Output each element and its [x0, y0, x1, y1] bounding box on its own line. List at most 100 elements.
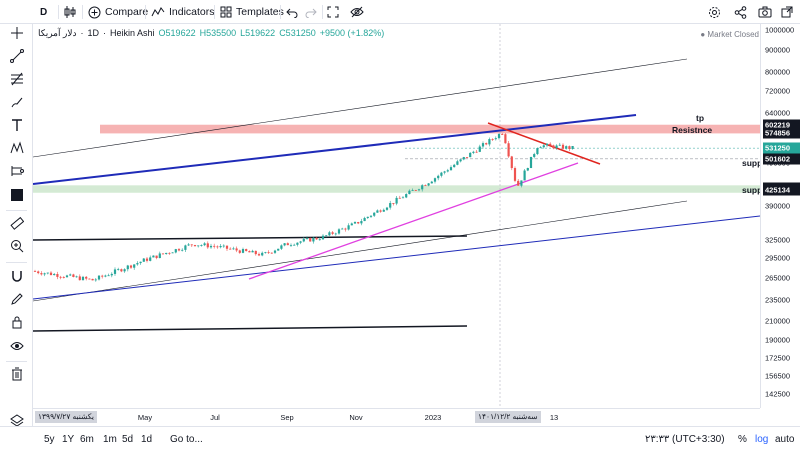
range-button-5y[interactable]: 5y	[44, 433, 55, 445]
remove-drawings-tool[interactable]	[8, 367, 25, 386]
price-level-label: 602219	[763, 119, 800, 131]
trend-line-tool[interactable]	[8, 49, 25, 67]
candle-body	[437, 175, 440, 179]
candle-body	[72, 274, 75, 277]
time-axis[interactable]: ۱۳۹۹/۷/۲۷ یکشنبه ۱۴۰۱/۱۲/۲ سه‌شنبه May Ju…	[33, 408, 760, 426]
pencil-lock-icon	[10, 292, 24, 311]
fib-icon	[10, 72, 24, 91]
prediction-tool[interactable]	[8, 165, 25, 182]
eye-icon	[9, 339, 24, 357]
price-tick: 800000	[765, 67, 791, 77]
share-icon	[734, 5, 747, 19]
goto-button[interactable]: Go to...	[170, 433, 203, 445]
price-tick: 190000	[765, 335, 791, 345]
candle-body	[475, 151, 478, 153]
candle-body	[277, 248, 280, 251]
brush-tool[interactable]	[8, 96, 25, 113]
candle-body	[273, 250, 277, 253]
candle-body	[395, 197, 398, 204]
candle-body	[369, 215, 373, 217]
color-tool[interactable]	[8, 188, 25, 205]
candle-body	[117, 269, 120, 270]
candle-body	[88, 278, 91, 280]
templates-label: Templates	[236, 6, 284, 18]
stay-drawing-tool[interactable]	[8, 293, 25, 310]
candle-body	[145, 258, 149, 261]
candle-body	[270, 252, 273, 254]
bottom-toolbar: 5y 1Y 6m 1m 5d 1d Go to... ۲۳:۳۳ (UTC+3:30)% log…	[0, 426, 800, 450]
time-tick: May	[137, 413, 153, 422]
candle-body	[491, 139, 494, 140]
ruler-tool[interactable]	[8, 216, 25, 235]
time-tick: Jul	[210, 413, 220, 422]
legend-high: H535500	[199, 28, 237, 38]
candle-body	[363, 217, 366, 222]
price-tick: 640000	[765, 108, 791, 118]
symbol-button[interactable]: D	[40, 0, 47, 24]
share-button[interactable]	[734, 0, 747, 24]
price-chart[interactable]	[33, 24, 760, 408]
candle-body	[302, 238, 305, 242]
text-tool[interactable]	[8, 119, 25, 136]
zoom-tool[interactable]	[8, 240, 25, 257]
range-button-6m[interactable]: 6m	[80, 433, 94, 445]
candle-body	[94, 279, 97, 281]
undo-button[interactable]	[286, 0, 298, 24]
popout-button[interactable]	[781, 0, 793, 24]
range-button-1d[interactable]: 1d	[141, 433, 153, 445]
fib-tool[interactable]	[8, 72, 25, 91]
range-button-5d[interactable]: 5d	[122, 433, 134, 445]
settings-button[interactable]	[708, 0, 721, 24]
trash-icon	[11, 367, 23, 386]
add-symbol-button[interactable]	[64, 0, 76, 24]
range-button-1y[interactable]: 1Y	[62, 433, 75, 445]
hide-tool[interactable]	[8, 339, 25, 356]
candle-body	[113, 269, 117, 274]
text-icon	[10, 118, 24, 137]
fullscreen-button[interactable]	[327, 0, 339, 24]
candle-body	[478, 146, 481, 152]
candle-body	[536, 148, 539, 155]
camera-icon	[758, 6, 772, 18]
camera-button[interactable]	[758, 0, 772, 24]
candle-body	[241, 249, 245, 253]
candle-body	[245, 249, 248, 252]
log-scale-button[interactable]: log	[755, 433, 769, 445]
candle-body	[504, 134, 507, 144]
chart-legend: دلار آمریکا · 1D · Heikin Ashi O519622 H…	[38, 28, 385, 38]
candle-body	[331, 232, 334, 234]
candle-body	[382, 209, 385, 212]
candle-body	[334, 233, 337, 235]
magnet-tool[interactable]	[8, 270, 25, 287]
horizontal-resistance-line	[33, 235, 468, 241]
percent-scale-button[interactable]: %	[738, 433, 747, 445]
auto-scale-button[interactable]: auto	[775, 433, 795, 445]
redo-button[interactable]	[305, 0, 317, 24]
indicators-button[interactable]: Indicators	[151, 0, 215, 24]
price-level-label: 574856	[763, 127, 800, 139]
candle-body	[168, 252, 171, 254]
candle-icon	[64, 5, 76, 19]
candle-body	[558, 144, 561, 146]
compare-button[interactable]: Compare	[88, 0, 148, 24]
hide-drawings-button[interactable]	[350, 0, 364, 24]
timezone-button[interactable]: ۲۳:۳۳ (UTC+3:30)	[645, 433, 725, 445]
candle-body	[177, 249, 181, 251]
legend-close: C531250	[279, 28, 316, 38]
cursor-tool[interactable]	[8, 27, 25, 44]
candle-body	[443, 171, 446, 173]
candle-body	[91, 278, 94, 281]
templates-button[interactable]: Templates	[220, 0, 284, 24]
range-button-1m[interactable]: 1m	[103, 433, 117, 445]
candle-body	[110, 273, 113, 276]
lock-drawings-tool[interactable]	[8, 316, 25, 333]
pattern-tool[interactable]	[8, 141, 25, 159]
candle-body	[216, 246, 219, 248]
candle-body	[555, 145, 558, 149]
ruler-icon	[9, 216, 24, 235]
candle-body	[75, 276, 78, 278]
annotation-support-1: supp	[742, 158, 763, 168]
legend-change: +9500 (+1.82%)	[319, 28, 385, 38]
price-axis[interactable]: 1000000900000800000720000640000490000390…	[760, 24, 800, 408]
candle-body	[453, 164, 456, 168]
